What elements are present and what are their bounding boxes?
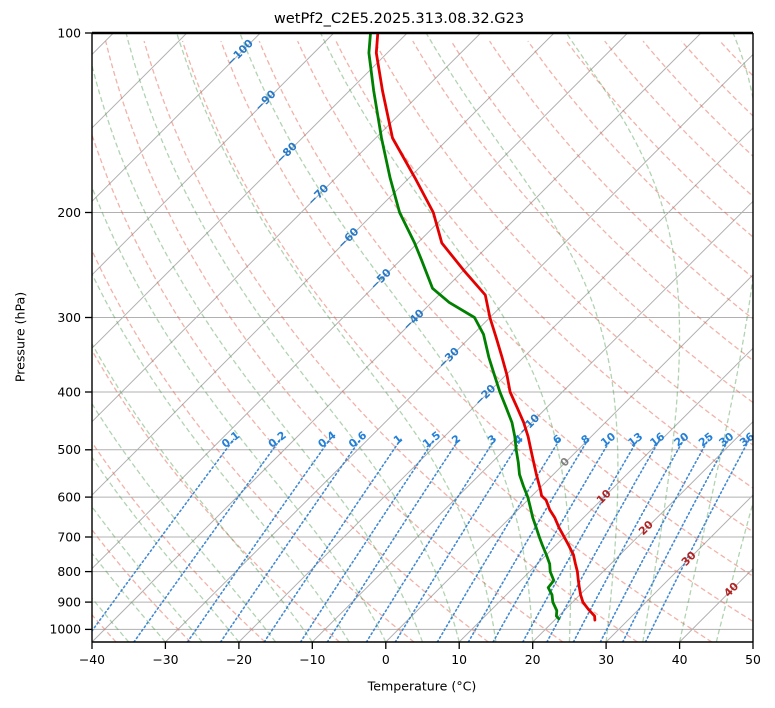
svg-text:−30: −30 — [152, 652, 178, 667]
svg-text:2: 2 — [449, 432, 463, 447]
y-tick-labels: 100 200 300 400 500 600 700 800 900 1000 — [49, 25, 81, 636]
svg-text:16: 16 — [647, 430, 667, 449]
svg-text:36: 36 — [737, 430, 757, 449]
svg-text:−20: −20 — [226, 652, 252, 667]
x-axis-label: Temperature (°C) — [367, 678, 477, 694]
svg-text:100: 100 — [57, 25, 81, 40]
dewpoint-curve — [367, 33, 561, 621]
svg-text:6: 6 — [550, 432, 564, 447]
svg-text:300: 300 — [57, 310, 81, 325]
chart-title: wetPf2_C2E5.2025.313.08.32.G23 — [273, 10, 525, 27]
svg-text:10: 10 — [451, 652, 467, 667]
svg-text:−100: −100 — [224, 37, 256, 69]
dry-adiabats — [92, 40, 753, 642]
svg-text:3: 3 — [485, 432, 499, 447]
svg-text:50: 50 — [745, 652, 761, 667]
svg-text:400: 400 — [57, 384, 81, 399]
isotherm-lines — [92, 33, 753, 642]
svg-text:1000: 1000 — [49, 622, 81, 637]
svg-text:800: 800 — [57, 564, 81, 579]
svg-text:0.6: 0.6 — [346, 429, 369, 451]
svg-text:10: 10 — [598, 430, 618, 449]
moist-adiabats — [92, 33, 753, 642]
svg-text:900: 900 — [57, 594, 81, 609]
svg-text:20: 20 — [525, 652, 541, 667]
svg-text:200: 200 — [57, 205, 81, 220]
svg-text:0.1: 0.1 — [219, 429, 242, 451]
temperature-curve — [374, 33, 597, 622]
svg-text:600: 600 — [57, 489, 81, 504]
axes-frame — [85, 31, 754, 649]
svg-text:13: 13 — [625, 430, 645, 449]
svg-text:25: 25 — [696, 430, 716, 449]
x-tick-labels: −40 −30 −20 −10 0 10 20 30 40 50 — [79, 652, 761, 667]
svg-text:500: 500 — [57, 442, 81, 457]
svg-text:0.2: 0.2 — [266, 429, 289, 451]
svg-text:700: 700 — [57, 529, 81, 544]
svg-text:30: 30 — [716, 430, 736, 449]
pressure-gridlines — [92, 32, 753, 630]
svg-text:−10: −10 — [299, 652, 325, 667]
mixing-ratio-lines — [92, 438, 751, 642]
svg-text:−40: −40 — [79, 652, 105, 667]
svg-text:8: 8 — [579, 432, 593, 447]
svg-text:40: 40 — [672, 652, 688, 667]
svg-text:30: 30 — [598, 652, 614, 667]
svg-text:20: 20 — [636, 518, 656, 538]
svg-text:0: 0 — [382, 652, 390, 667]
